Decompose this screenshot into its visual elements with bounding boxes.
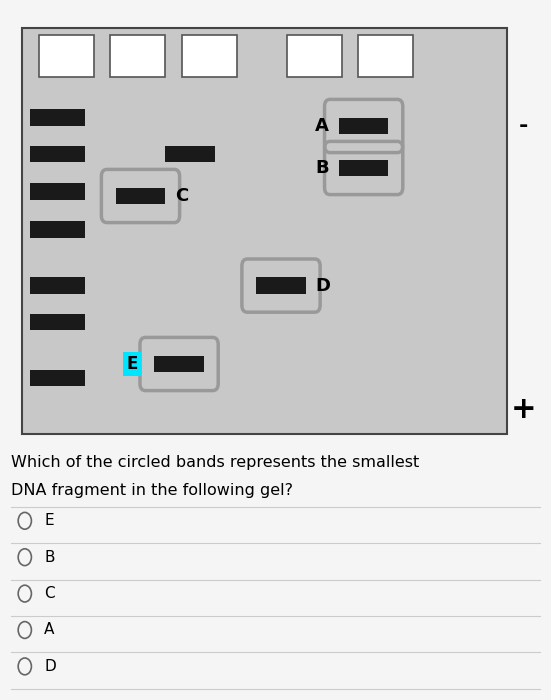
Text: A: A [315,117,329,135]
Bar [256,277,306,294]
Bar [39,35,94,77]
Bar [110,35,165,77]
Text: B: B [44,550,55,565]
Bar [30,277,85,294]
Bar [30,183,85,200]
Text: D: D [316,276,331,295]
Bar [287,35,342,77]
Bar [339,118,388,134]
Bar [339,160,388,176]
Text: Which of the circled bands represents the smallest: Which of the circled bands represents th… [11,455,419,470]
Bar [154,356,204,372]
Text: -: - [518,116,528,136]
Bar [30,146,85,162]
Text: E: E [126,355,137,373]
Text: +: + [511,395,536,424]
Text: A: A [44,622,55,638]
Bar [165,146,215,162]
Bar [358,35,413,77]
Text: E: E [44,513,53,528]
Text: C: C [44,586,55,601]
Bar [182,35,237,77]
Bar [30,221,85,238]
Bar [116,188,165,204]
Text: DNA fragment in the following gel?: DNA fragment in the following gel? [11,483,293,498]
Bar [30,314,85,330]
Text: D: D [44,659,56,674]
Bar [30,109,85,126]
Bar [22,28,507,434]
Bar [30,370,85,386]
Text: C: C [175,187,188,205]
Text: B: B [315,159,329,177]
